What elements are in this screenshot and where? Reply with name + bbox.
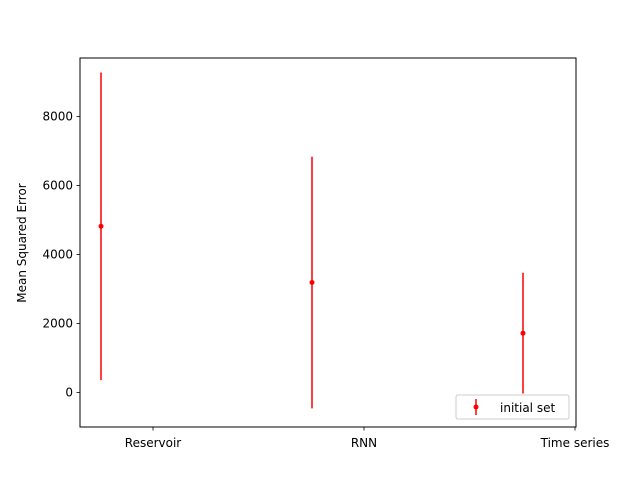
legend-point-marker bbox=[473, 404, 479, 410]
y-tick-label: 4000 bbox=[42, 248, 73, 262]
x-tick-label: Time series bbox=[540, 436, 610, 450]
legend-label: initial set bbox=[500, 401, 555, 415]
plot-area bbox=[79, 57, 577, 428]
axes-frame bbox=[79, 57, 577, 428]
legend: initial set bbox=[455, 394, 570, 420]
y-tick-label: 8000 bbox=[42, 110, 73, 124]
y-tick-label: 6000 bbox=[42, 179, 73, 193]
x-axis-ticks: Reservoir RNN Time series bbox=[125, 427, 610, 450]
data-point bbox=[309, 280, 315, 286]
data-point bbox=[98, 223, 104, 229]
x-tick-label: Reservoir bbox=[125, 436, 182, 450]
y-axis-ticks: 0 2000 4000 6000 8000 bbox=[42, 110, 80, 400]
legend-box bbox=[455, 394, 570, 420]
y-axis-label: Mean Squared Error bbox=[15, 183, 29, 303]
series-layer bbox=[98, 72, 526, 409]
data-point bbox=[520, 330, 526, 336]
y-tick-label: 2000 bbox=[42, 317, 73, 331]
x-tick-label: RNN bbox=[351, 436, 377, 450]
y-tick-label: 0 bbox=[65, 386, 73, 400]
